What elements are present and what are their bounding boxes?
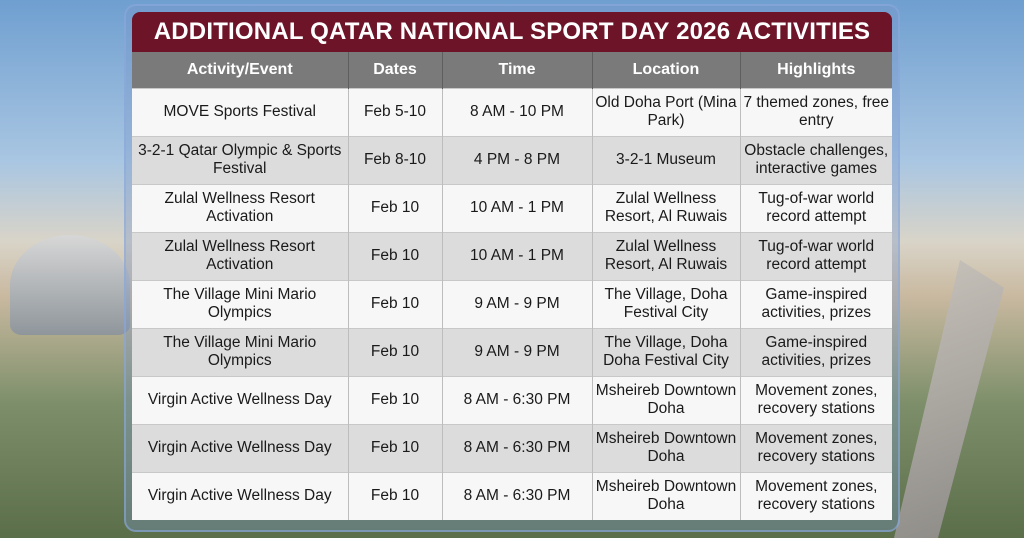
cell-dates: Feb 10 [348, 375, 443, 424]
cell-time: 4 PM - 8 PM [442, 135, 593, 184]
cell-activity: 3-2-1 Qatar Olympic & Sports Festival [132, 135, 349, 184]
table-row: The Village Mini Mario Olympics Feb 10 9 A… [132, 327, 892, 376]
cell-dates: Feb 10 [348, 471, 443, 520]
cell-highlights: Game-inspired activities, prizes [740, 279, 892, 328]
cell-time: 8 AM - 6:30 PM [442, 375, 593, 424]
cell-activity: MOVE Sports Festival [132, 87, 349, 136]
cell-highlights: 7 themed zones, free entry [740, 87, 892, 136]
cell-activity: Zulal Wellness Resort Activation [132, 183, 349, 232]
cell-activity: The Village Mini Mario Olympics [132, 279, 349, 328]
cell-highlights: Tug-of-war world record attempt [740, 183, 892, 232]
cell-dates: Feb 10 [348, 183, 443, 232]
cell-dates: Feb 10 [348, 279, 443, 328]
cell-location: Msheireb Downtown Doha [592, 423, 741, 472]
cell-time: 8 AM - 10 PM [442, 87, 593, 136]
col-time: Time [442, 52, 593, 88]
table-row: Virgin Active Wellness Day Feb 10 8 AM - 6… [132, 471, 892, 520]
page-title: ADDITIONAL QATAR NATIONAL SPORT DAY 2026… [132, 12, 892, 52]
cell-time: 8 AM - 6:30 PM [442, 423, 593, 472]
col-dates: Dates [348, 52, 443, 88]
table-row: MOVE Sports Festival Feb 5-10 8 AM - 10 PM… [132, 87, 892, 136]
cell-time: 8 AM - 6:30 PM [442, 471, 593, 520]
cell-highlights: Obstacle challenges, interactive games [740, 135, 892, 184]
table-row: Virgin Active Wellness Day Feb 10 8 AM - 6… [132, 423, 892, 472]
stadium-background [10, 235, 130, 335]
cell-time: 9 AM - 9 PM [442, 279, 593, 328]
activities-table: Activity/Event Dates Time Location Highl… [132, 52, 892, 520]
table-row: Virgin Active Wellness Day Feb 10 8 AM - 6… [132, 375, 892, 424]
cell-highlights: Tug-of-war world record attempt [740, 231, 892, 280]
cell-dates: Feb 10 [348, 327, 443, 376]
cell-highlights: Movement zones, recovery stations [740, 423, 892, 472]
cell-activity: Virgin Active Wellness Day [132, 423, 349, 472]
cell-activity: Zulal Wellness Resort Activation [132, 231, 349, 280]
table-row: The Village Mini Mario Olympics Feb 10 9 A… [132, 279, 892, 328]
cell-dates: Feb 10 [348, 231, 443, 280]
table-row: 3-2-1 Qatar Olympic & Sports Festival Feb… [132, 135, 892, 184]
metro-rail-background [894, 260, 1004, 538]
cell-highlights: Game-inspired activities, prizes [740, 327, 892, 376]
cell-time: 10 AM - 1 PM [442, 231, 593, 280]
cell-activity: Virgin Active Wellness Day [132, 471, 349, 520]
cell-location: Msheireb Downtown Doha [592, 375, 741, 424]
cell-activity: Virgin Active Wellness Day [132, 375, 349, 424]
cell-location: 3-2-1 Museum [592, 135, 741, 184]
cell-location: The Village, Doha Doha Festival City [592, 327, 741, 376]
cell-location: Old Doha Port (Mina Park) [592, 87, 741, 136]
cell-location: Msheireb Downtown Doha [592, 471, 741, 520]
cell-highlights: Movement zones, recovery stations [740, 471, 892, 520]
table-header-row: Activity/Event Dates Time Location Highl… [132, 52, 892, 88]
cell-time: 9 AM - 9 PM [442, 327, 593, 376]
cell-activity: The Village Mini Mario Olympics [132, 327, 349, 376]
col-location: Location [592, 52, 741, 88]
cell-location: Zulal Wellness Resort, Al Ruwais [592, 183, 741, 232]
cell-dates: Feb 10 [348, 423, 443, 472]
cell-highlights: Movement zones, recovery stations [740, 375, 892, 424]
cell-dates: Feb 5-10 [348, 87, 443, 136]
cell-location: The Village, Doha Festival City [592, 279, 741, 328]
table-row: Zulal Wellness Resort Activation Feb 10 10… [132, 183, 892, 232]
cell-time: 10 AM - 1 PM [442, 183, 593, 232]
col-activity: Activity/Event [132, 52, 349, 88]
cell-dates: Feb 8-10 [348, 135, 443, 184]
cell-location: Zulal Wellness Resort, Al Ruwais [592, 231, 741, 280]
col-highlights: Highlights [740, 52, 892, 88]
table-row: Zulal Wellness Resort Activation Feb 10 10… [132, 231, 892, 280]
